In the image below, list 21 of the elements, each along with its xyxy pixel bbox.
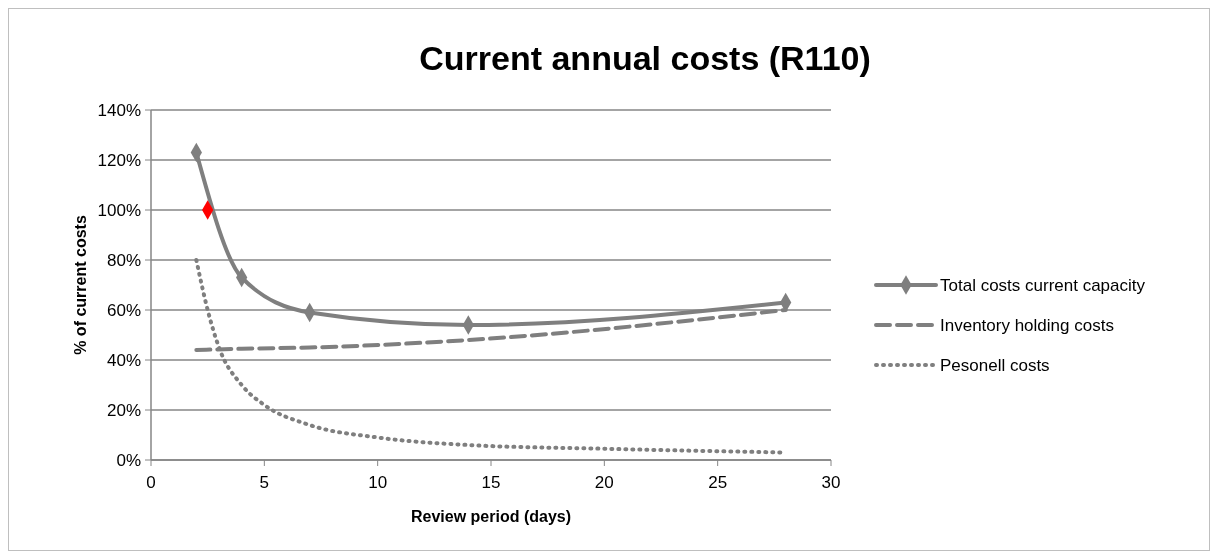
legend-label: Pesonell costs	[940, 355, 1050, 375]
x-tick-label: 15	[481, 473, 501, 492]
y-tick-label: 40%	[106, 350, 141, 370]
x-tick-label: 30	[821, 473, 841, 492]
x-tick-label: 10	[368, 473, 388, 492]
legend-label: Inventory holding costs	[940, 315, 1114, 335]
x-tick-label: 20	[594, 473, 614, 492]
y-axis-title: % of current costs	[72, 215, 89, 355]
y-tick-label: 0%	[116, 450, 141, 470]
x-tick-label: 5	[259, 473, 270, 492]
y-tick-label: 100%	[97, 200, 141, 220]
y-tick-label: 20%	[106, 400, 141, 420]
x-axis-title: Review period (days)	[410, 508, 572, 525]
y-tick-label: 80%	[106, 250, 141, 270]
y-tick-label: 60%	[106, 300, 141, 320]
chart-title: Current annual costs (R110)	[419, 39, 871, 77]
legend-label: Total costs current capacity	[940, 275, 1146, 295]
y-tick-label: 140%	[97, 100, 141, 120]
y-tick-label: 120%	[97, 150, 141, 170]
x-tick-label: 25	[708, 473, 728, 492]
x-tick-label: 0	[146, 473, 156, 492]
